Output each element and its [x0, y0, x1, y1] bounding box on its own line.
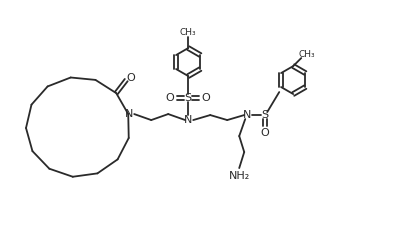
Text: S: S: [261, 110, 268, 120]
Text: N: N: [125, 109, 133, 119]
Text: CH₃: CH₃: [298, 50, 315, 58]
Text: N: N: [183, 115, 192, 125]
Text: NH₂: NH₂: [228, 171, 249, 181]
Text: O: O: [166, 93, 174, 103]
Text: O: O: [126, 73, 135, 83]
Text: N: N: [243, 110, 251, 120]
Text: O: O: [201, 93, 210, 103]
Text: O: O: [260, 128, 269, 138]
Text: CH₃: CH₃: [179, 27, 196, 37]
Text: S: S: [184, 93, 191, 103]
